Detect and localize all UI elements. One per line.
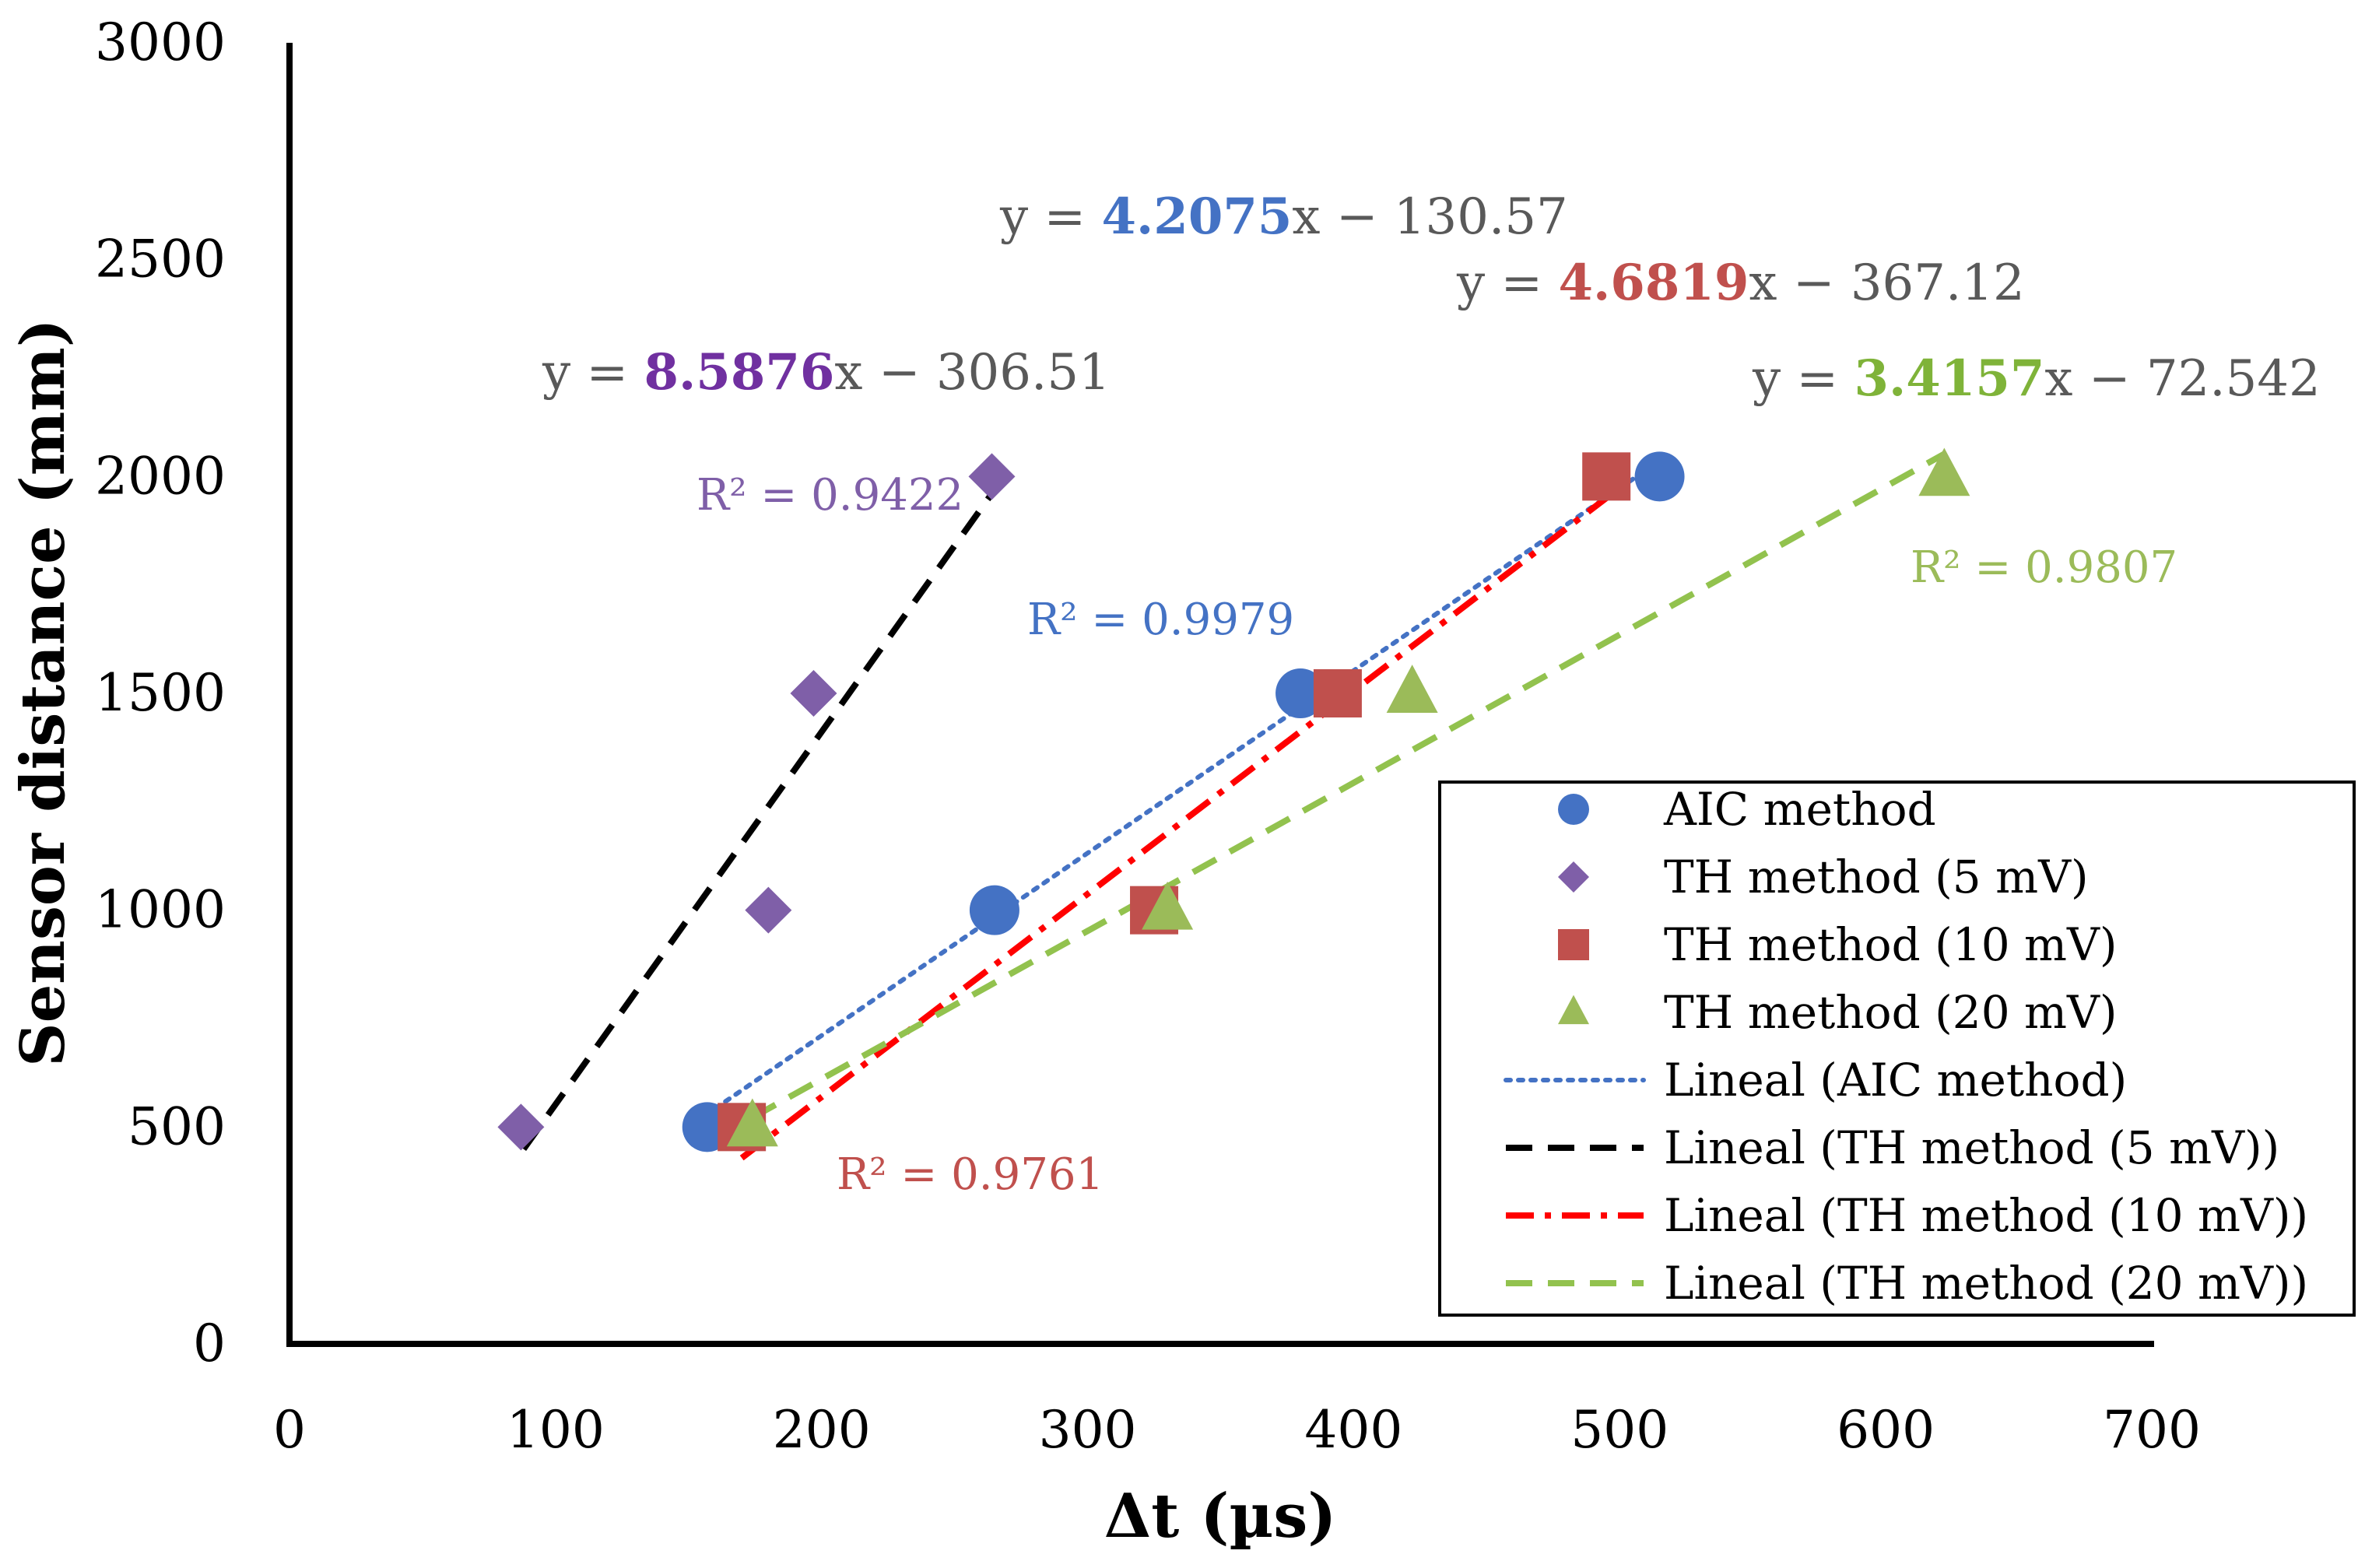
- x-tick-label: 700: [2103, 1400, 2201, 1460]
- legend-label: Lineal (TH method (5 mV)): [1664, 1121, 2279, 1174]
- equation-slope: 4.2075: [1101, 188, 1292, 246]
- legend-label: Lineal (TH method (10 mV)): [1664, 1189, 2308, 1242]
- legend-marker: [1558, 861, 1589, 893]
- x-tick-label: 300: [1039, 1400, 1137, 1460]
- equation-suffix: x − 130.57: [1292, 188, 1567, 246]
- data-point: [1142, 881, 1194, 930]
- x-tick-label: 0: [273, 1400, 306, 1460]
- regression-equation: y = 3.4157x − 72.542: [1752, 349, 2321, 408]
- regression-equation: y = 8.5876x − 306.51: [542, 343, 1111, 402]
- y-tick-label: 0: [193, 1314, 226, 1373]
- data-point: [1582, 452, 1631, 501]
- data-point: [790, 670, 837, 717]
- data-point: [497, 1103, 545, 1151]
- legend-label: AIC method: [1663, 783, 1936, 836]
- equation-slope: 4.6819: [1558, 254, 1749, 312]
- legend-label: TH method (10 mV): [1664, 918, 2118, 971]
- y-tick-label: 2500: [95, 230, 226, 289]
- r-squared-label: R² = 0.9761: [837, 1149, 1104, 1200]
- regression-annotations: y = 4.2075x − 130.57 R² = 0.9979 y = 8.587…: [542, 188, 2321, 1200]
- y-axis-title: Sensor distance (mm): [8, 318, 79, 1066]
- data-point: [1634, 451, 1685, 502]
- equation-suffix: x − 72.542: [2044, 350, 2320, 408]
- regression-equation: y = 4.2075x − 130.57: [999, 188, 1568, 246]
- data-point: [969, 885, 1019, 935]
- trendlines: [521, 451, 1946, 1161]
- equation-suffix: x − 306.51: [834, 344, 1110, 402]
- x-tick-label: 500: [1570, 1400, 1668, 1460]
- equation-prefix: y =: [542, 344, 644, 402]
- legend: AIC method TH method (5 mV) TH method (10 …: [1438, 780, 2356, 1317]
- trendline: [712, 458, 1662, 1111]
- equation-prefix: y =: [1456, 254, 1558, 312]
- x-tick-label: 100: [507, 1400, 605, 1460]
- legend-label: Lineal (TH method (20 mV)): [1664, 1257, 2308, 1310]
- y-tick-label: 1500: [95, 663, 226, 723]
- data-markers: [497, 447, 1970, 1152]
- r-squared-label: R² = 0.9979: [1027, 595, 1294, 645]
- data-point: [1275, 668, 1326, 718]
- trendline: [739, 495, 1609, 1161]
- legend-marker: [1558, 994, 1589, 1025]
- legend-box: [1438, 780, 2356, 1317]
- y-tick-label: 3000: [95, 12, 226, 72]
- equation-prefix: y =: [999, 188, 1101, 246]
- x-tick-label: 600: [1837, 1400, 1935, 1460]
- data-point: [968, 453, 1016, 500]
- legend-label: Lineal (AIC method): [1664, 1054, 2127, 1107]
- equation-prefix: y =: [1752, 350, 1854, 408]
- legend-marker: [1558, 794, 1589, 825]
- data-point: [1313, 669, 1362, 717]
- x-tick-label: 200: [773, 1400, 871, 1460]
- regression-equation: y = 4.6819x − 367.12: [1456, 254, 2025, 312]
- equation-slope: 3.4157: [1854, 349, 2044, 408]
- equation-slope: 8.5876: [644, 343, 834, 402]
- legend-marker: [1558, 929, 1589, 960]
- data-point: [1918, 447, 1970, 496]
- data-point: [1386, 665, 1438, 713]
- x-tick-label: 400: [1304, 1400, 1402, 1460]
- x-tick-labels: 0 100 200 300 400 500 600 700: [273, 1400, 2201, 1460]
- legend-label: TH method (20 mV): [1664, 986, 2118, 1039]
- data-point: [726, 1098, 778, 1147]
- equation-suffix: x − 367.12: [1749, 254, 2024, 312]
- y-tick-label: 2000: [95, 446, 226, 506]
- y-tick-labels: 0 500 1000 1500 2000 2500 3000: [95, 12, 226, 1373]
- legend-items: AIC method TH method (5 mV) TH method (10 …: [1504, 783, 2308, 1310]
- data-point: [745, 886, 792, 934]
- trendline: [750, 451, 1946, 1121]
- y-tick-label: 500: [128, 1096, 226, 1156]
- trendline: [521, 491, 995, 1151]
- r-squared-label: R² = 0.9807: [1911, 542, 2177, 593]
- x-axis-title: Δt (µs): [1104, 1481, 1337, 1552]
- r-squared-label: R² = 0.9422: [697, 470, 963, 521]
- y-tick-label: 1000: [95, 880, 226, 940]
- legend-label: TH method (5 mV): [1664, 851, 2089, 903]
